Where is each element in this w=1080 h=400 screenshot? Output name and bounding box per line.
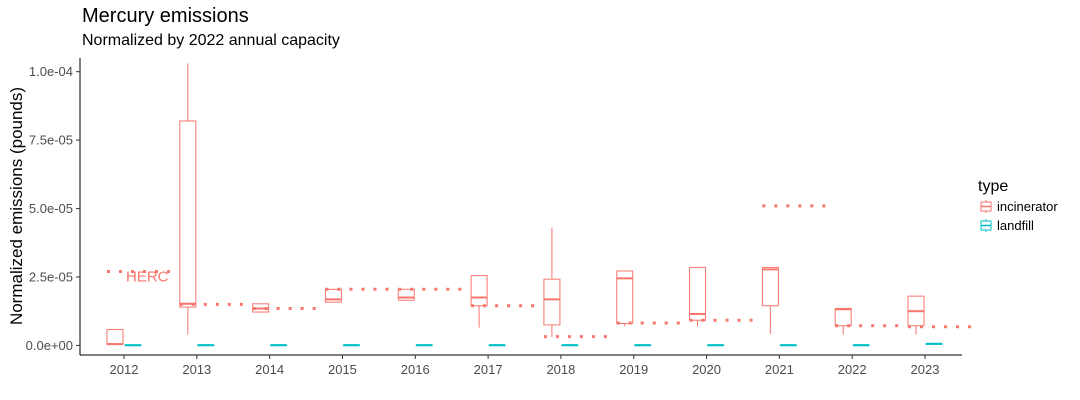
landfill-box bbox=[852, 344, 870, 347]
y-tick-label: 7.5e-05 bbox=[29, 133, 73, 148]
x-tick-label: 2014 bbox=[255, 362, 284, 377]
incinerator-box bbox=[761, 266, 779, 334]
x-tick-label: 2023 bbox=[911, 362, 940, 377]
x-tick-label: 2019 bbox=[619, 362, 648, 377]
box-body bbox=[397, 288, 415, 301]
incinerator-box bbox=[324, 288, 342, 303]
box-body bbox=[761, 266, 779, 307]
box-body bbox=[689, 266, 707, 321]
legend-title: type bbox=[978, 178, 1008, 195]
landfill-box bbox=[197, 344, 215, 347]
x-tick-label: 2016 bbox=[401, 362, 430, 377]
legend-label-incinerator: incinerator bbox=[997, 199, 1058, 214]
x-tick-label: 2013 bbox=[182, 362, 211, 377]
box-body bbox=[470, 275, 488, 307]
incinerator-box bbox=[470, 275, 488, 328]
landfill-box bbox=[925, 342, 943, 345]
incinerator-box bbox=[106, 329, 124, 346]
landfill-box bbox=[270, 344, 288, 347]
y-axis-title: Normalized emissions (pounds) bbox=[7, 87, 26, 325]
incinerator-legend-key bbox=[980, 200, 992, 213]
box-body bbox=[179, 120, 197, 308]
incinerator-box bbox=[179, 63, 197, 335]
landfill-box bbox=[124, 344, 142, 347]
incinerator-box bbox=[397, 288, 415, 301]
landfill-box bbox=[779, 344, 797, 347]
y-tick-label: 2.5e-05 bbox=[29, 269, 73, 284]
x-tick-label: 2017 bbox=[474, 362, 503, 377]
box-body bbox=[106, 329, 124, 346]
legend-label-landfill: landfill bbox=[997, 218, 1034, 233]
legend: type incinerator landfill bbox=[978, 178, 1058, 233]
landfill-box bbox=[488, 344, 506, 347]
x-tick-label: 2022 bbox=[838, 362, 867, 377]
x-tick-label: 2012 bbox=[110, 362, 139, 377]
incinerator-box bbox=[689, 266, 707, 327]
landfill-box bbox=[342, 344, 360, 347]
chart-subtitle: Normalized by 2022 annual capacity bbox=[82, 32, 340, 49]
y-tick-label: 0.0e+00 bbox=[26, 338, 73, 353]
y-tick-label: 5.0e-05 bbox=[29, 201, 73, 216]
landfill-box bbox=[634, 344, 652, 347]
incinerator-box bbox=[543, 227, 561, 338]
landfill-box bbox=[415, 344, 433, 347]
x-tick-label: 2018 bbox=[546, 362, 575, 377]
box-body bbox=[834, 307, 852, 327]
box-body bbox=[543, 278, 561, 326]
x-tick-label: 2015 bbox=[328, 362, 357, 377]
x-tick-label: 2020 bbox=[692, 362, 721, 377]
axes: 0.0e+00 2.5e-05 5.0e-05 7.5e-05 1.0e-04 2012 2… bbox=[26, 58, 962, 377]
landfill-box bbox=[707, 344, 725, 347]
incinerator-box bbox=[616, 270, 634, 327]
landfill-box bbox=[561, 344, 579, 347]
y-tick-label: 1.0e-04 bbox=[29, 64, 73, 79]
incinerator-box bbox=[907, 295, 925, 335]
plot-area: HERC bbox=[106, 63, 972, 347]
box-body bbox=[616, 270, 634, 325]
landfill-legend-key bbox=[980, 219, 992, 232]
x-tick-label: 2021 bbox=[765, 362, 794, 377]
chart-title: Mercury emissions bbox=[82, 5, 249, 27]
incinerator-box bbox=[834, 307, 852, 335]
herc-annotation: HERC bbox=[126, 269, 169, 286]
